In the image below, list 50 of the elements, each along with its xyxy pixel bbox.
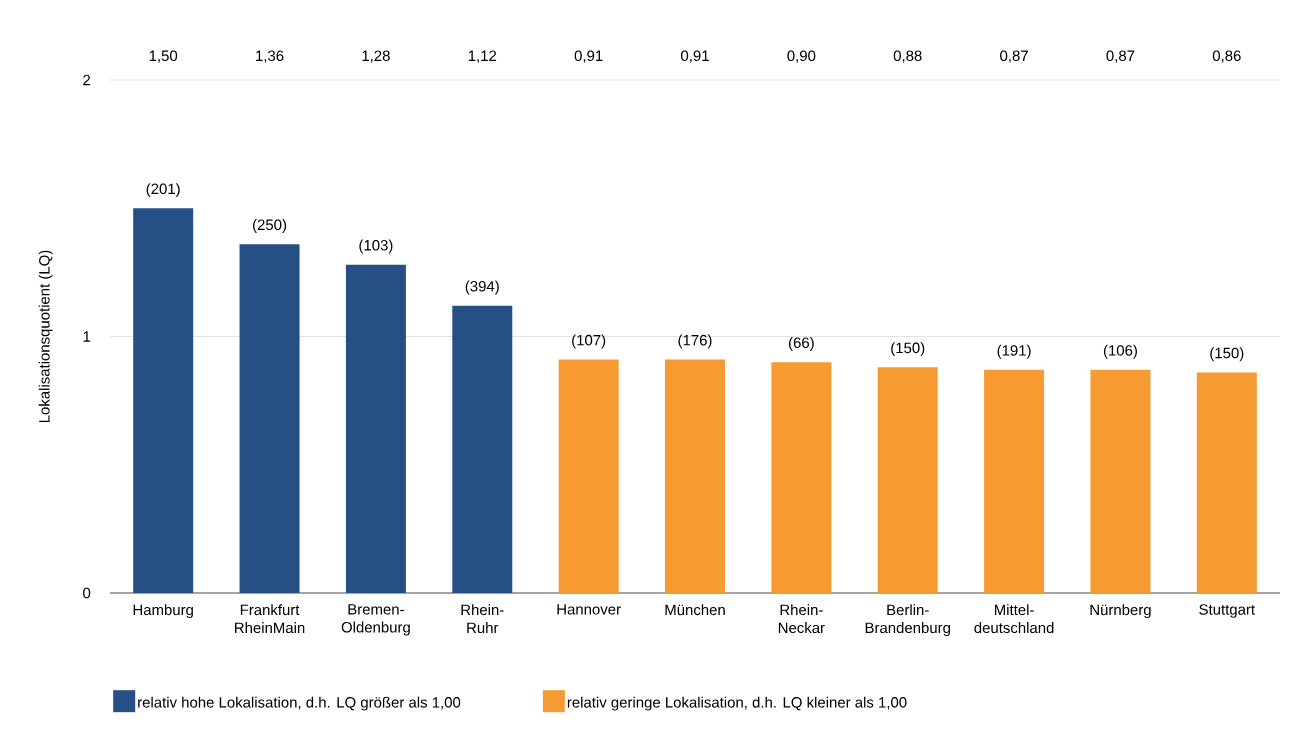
x-tick-label: Nürnberg [1090, 604, 1151, 619]
bar [1090, 369, 1151, 593]
bar [239, 244, 300, 593]
annotation: (66) [789, 337, 814, 351]
annotation: (394) [465, 280, 499, 295]
annotation: (106) [1103, 344, 1137, 359]
x-tick-label: München [665, 604, 725, 616]
bar [133, 208, 194, 593]
y-axis-title: Lokalisationsquotient (LQ) [38, 250, 53, 423]
annotation: (150) [891, 342, 925, 357]
bar [558, 359, 619, 593]
text: 0,88 [893, 50, 922, 63]
text: 0,91 [681, 50, 709, 63]
y-tick-label: 1 [83, 331, 91, 342]
x-tick-label: Hannover [557, 604, 621, 615]
x-tick-label: Mittel-deutschland [974, 604, 1054, 634]
bar [452, 305, 513, 593]
text: 1,36 [256, 50, 284, 63]
text: 1,50 [149, 50, 178, 63]
y-tick-label: 2 [83, 74, 91, 86]
bar [665, 359, 725, 593]
annotation: (176) [678, 334, 712, 349]
text: 0,86 [1212, 50, 1241, 63]
legend-label: relativ hohe Lokalisation, d.h. LQ größer als 1,00 [138, 696, 461, 711]
text: 0,87 [1106, 50, 1135, 63]
y-tick-label: 0 [83, 587, 91, 599]
text: 1,28 [362, 50, 390, 63]
text: 0,90 [787, 50, 816, 63]
annotation: (201) [146, 183, 180, 198]
x-tick-label: Hamburg [133, 604, 193, 619]
bar [1196, 372, 1257, 593]
annotation: (107) [572, 334, 606, 349]
x-tick-label: Berlin-Brandenburg [865, 604, 950, 637]
text: 0,87 [1000, 50, 1028, 63]
text: 0,91 [574, 50, 603, 63]
x-tick-label: Frankfurt RheinMain [235, 604, 305, 634]
x-tick-label: Rhein-Neckar [778, 604, 825, 634]
x-tick-label: Stuttgart [1199, 604, 1255, 618]
annotation: (103) [359, 239, 393, 254]
bar [984, 369, 1045, 593]
annotation: (191) [997, 344, 1031, 359]
x-tick-label: Bremen-Oldenburg [341, 604, 410, 636]
x-tick-label: Rhein-Ruhr [461, 604, 504, 634]
annotation: (150) [1210, 347, 1244, 362]
text: 1,12 [468, 50, 497, 63]
bar [877, 367, 938, 593]
annotation: (250) [253, 219, 287, 233]
bar [771, 362, 832, 593]
bar [345, 264, 406, 593]
legend-label: relativ geringe Lokalisation, d.h. LQ kleiner als 1,00 [567, 696, 907, 711]
